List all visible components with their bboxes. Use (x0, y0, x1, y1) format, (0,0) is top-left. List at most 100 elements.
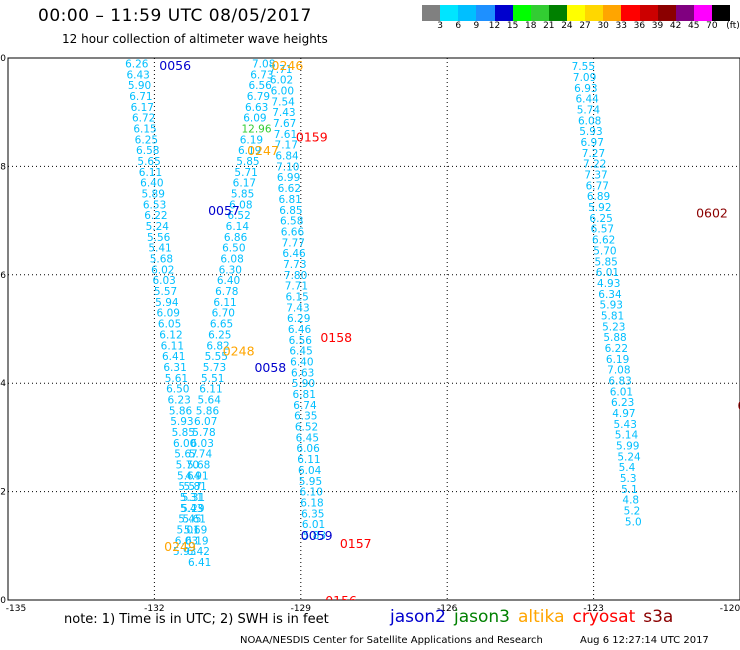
wave-height-value: 6.81 (278, 194, 301, 206)
wave-height-value: 5.1 (621, 484, 638, 496)
wave-height-value: 6.41 (162, 351, 185, 363)
wave-height-value: 5.2 (624, 506, 641, 518)
y-tick-label: 8 (0, 162, 6, 172)
wave-height-value: 6.12 (159, 329, 182, 341)
wave-height-value: 6.52 (227, 210, 250, 222)
satellite-legend-item: cryosat (572, 607, 636, 627)
wave-height-value: 6.50 (166, 384, 189, 396)
wave-height-value: 6.05 (158, 319, 181, 331)
wave-height-value: 5.69 (184, 525, 207, 537)
wave-height-value: 6.19 (606, 354, 629, 366)
pass-time-label: 0159 (296, 130, 328, 145)
wave-height-value: 7.22 (583, 159, 606, 171)
colorbar-swatch (440, 5, 459, 21)
wave-height-value: 6.01 (596, 267, 619, 279)
wave-height-value: 6.10 (300, 487, 323, 499)
wave-height-value: 7.67 (273, 118, 296, 130)
x-tick-label: -135 (6, 604, 26, 614)
satellite-legend: jason2 jason3 altika cryosat s3a (390, 607, 681, 627)
colorbar-swatch (621, 5, 640, 21)
wave-height-value: 5.74 (577, 104, 601, 116)
x-tick-label: -120 (720, 604, 740, 614)
page-title: 00:00 – 11:59 UTC 08/05/2017 (38, 6, 312, 26)
satellite-legend-item: s3a (643, 607, 674, 627)
wave-height-value: 5.65 (137, 156, 160, 168)
wave-height-value: 5.73 (203, 362, 226, 374)
wave-height-value: 6.56 (248, 80, 272, 92)
track-values-layer: 6.266.435.906.716.176.726.156.256.585.65… (125, 58, 740, 600)
wave-height-value: 6.43 (126, 69, 149, 81)
wave-height-value: 6.58 (280, 216, 303, 228)
wave-height-value: 6.14 (226, 221, 250, 233)
wave-height-value: 6.19 (240, 134, 263, 146)
wave-height-value: 6.86 (224, 232, 248, 244)
wave-height-value: 6.01 (302, 519, 325, 531)
wave-height-value: 6.23 (611, 397, 634, 409)
pass-time-label: 0249 (164, 539, 196, 554)
wave-height-value: 5.56 (147, 232, 171, 244)
wave-height-value: 6.79 (247, 91, 270, 103)
satellite-legend-item: altika (518, 607, 565, 627)
satellite-legend-item: jason3 (454, 607, 510, 627)
wave-height-value: 7.77 (282, 237, 305, 249)
wave-height-value: 5.70 (593, 245, 616, 257)
wave-height-value: 6.29 (287, 313, 310, 325)
wave-height-value: 6.02 (270, 75, 293, 87)
colorbar-label: 45 (688, 21, 700, 31)
wave-height-value: 6.01 (610, 386, 633, 398)
colorbar-label: 24 (561, 21, 573, 31)
wave-height-value: 7.55 (572, 61, 595, 73)
pass-time-label: 0056 (159, 58, 191, 73)
wave-height-value: 6.71 (129, 91, 152, 103)
pass-time-label: 0246 (272, 58, 304, 73)
map-frame (7, 57, 740, 601)
wave-height-value: 6.04 (298, 465, 322, 477)
wave-height-value: 7.37 (584, 170, 607, 182)
colorbar-label: 70 (706, 21, 718, 31)
pass-time-label: 0059 (301, 528, 333, 543)
wave-height-value: 6.31 (163, 362, 186, 374)
wave-height-value: 6.74 (293, 400, 317, 412)
wave-height-value: 5.55 (205, 351, 228, 363)
wave-height-value: 6.84 (275, 151, 299, 163)
wave-height-value: 5.43 (180, 503, 203, 515)
wave-height-value: 5.85 (236, 156, 259, 168)
wave-height-value: 6.03 (152, 275, 175, 287)
wave-height-value: 6.81 (293, 389, 316, 401)
wave-height-value: 6.08 (229, 199, 252, 211)
wave-height-value: 6.02 (151, 264, 174, 276)
wave-height-value: 6.22 (605, 343, 628, 355)
pass-time-label: 0057 (208, 203, 240, 218)
wave-height-value: 7.73 (283, 259, 306, 271)
wave-height-value: 6.63 (245, 102, 268, 114)
wave-height-value: 6.08 (578, 115, 601, 127)
wave-height-value: 6.23 (167, 394, 190, 406)
wave-height-value: 6.82 (206, 340, 229, 352)
wave-height-value: 7.43 (286, 302, 309, 314)
page-subtitle: 12 hour collection of altimeter wave hei… (62, 32, 328, 46)
wave-height-value: 12.96 (241, 123, 271, 135)
wave-height-value: 7.08 (607, 365, 630, 377)
wave-height-value: 7.80 (284, 270, 307, 282)
satellite-legend-item: jason2 (390, 607, 446, 627)
wave-height-value: 6.25 (589, 213, 612, 225)
wave-height-value: 5.90 (292, 378, 315, 390)
colorbar-swatch (422, 5, 441, 21)
wave-height-value: 5.88 (603, 332, 626, 344)
colorbar-swatch (458, 5, 477, 21)
wave-height-value: 5.01 (176, 525, 199, 537)
wave-height-value: 6.42 (187, 546, 210, 558)
wave-height-value: 6.18 (300, 497, 323, 509)
colorbar-label: 33 (615, 21, 628, 31)
wave-height-value: 6.06 (296, 443, 320, 455)
wave-height-value: 4.93 (597, 278, 620, 290)
colorbar-swatch (494, 5, 513, 21)
wave-height-value: 6.72 (132, 113, 155, 125)
wave-height-value: 5.78 (192, 427, 215, 439)
wave-height-value: 5.86 (196, 405, 220, 417)
wave-height-value: 5.85 (172, 427, 195, 439)
wave-height-value: 6.73 (250, 69, 273, 81)
wave-height-value: 6.15 (133, 123, 156, 135)
